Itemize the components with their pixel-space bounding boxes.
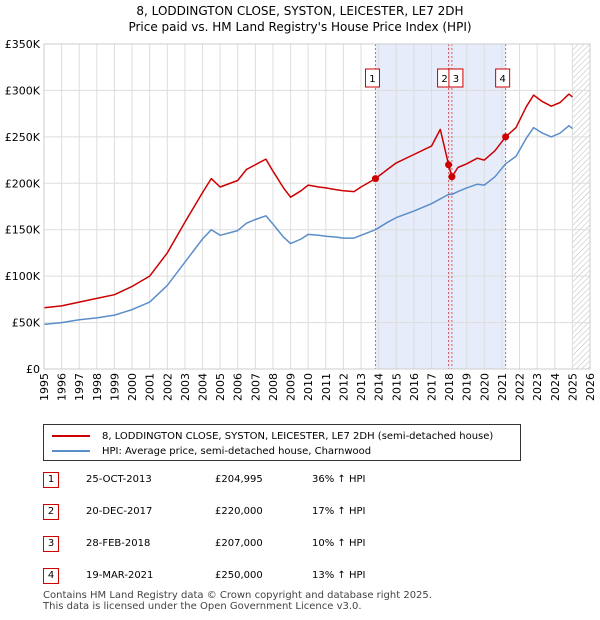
sale-price: £220,000 [215, 506, 263, 517]
x-tick-label: 2024 [549, 373, 562, 401]
sale-label-number: 3 [453, 74, 459, 85]
x-tick-label: 1997 [73, 373, 86, 401]
footer-line-copyright: Contains HM Land Registry data © Crown c… [43, 590, 432, 601]
hpi-line [43, 124, 573, 326]
plot-area [44, 44, 590, 369]
sale-number-badge: 1 [43, 472, 59, 488]
y-tick-label: £250K [5, 131, 41, 144]
sale-row: 1 25-OCT-2013 £204,995 36% ↑ HPI [43, 472, 563, 488]
sale-date: 20-DEC-2017 [86, 506, 153, 517]
sale-point [448, 173, 456, 181]
x-tick-label: 1999 [108, 373, 121, 401]
chart-subtitle: Price paid vs. HM Land Registry's House … [128, 20, 471, 34]
sale-label-number: 4 [499, 74, 505, 85]
x-tick-label: 2000 [126, 373, 139, 401]
price-chart: 8, LODDINGTON CLOSE, SYSTON, LEICESTER, … [5, 4, 597, 401]
sale-date: 28-FEB-2018 [86, 538, 151, 549]
sale-row: 2 20-DEC-2017 £220,000 17% ↑ HPI [43, 504, 563, 520]
sale-date: 25-OCT-2013 [86, 474, 152, 485]
x-tick-label: 2011 [320, 373, 333, 401]
legend-item-property: 8, LODDINGTON CLOSE, SYSTON, LEICESTER, … [52, 429, 493, 443]
axis-layer: £0 £50K £100K £150K £200K £250K £300K £350K 1995… [5, 38, 597, 401]
x-tick-label: 2010 [302, 373, 315, 401]
chart-title: 8, LODDINGTON CLOSE, SYSTON, LEICESTER, … [136, 4, 463, 18]
sale-label-number: 1 [369, 74, 375, 85]
x-tick-label: 2006 [232, 373, 245, 401]
y-tick-label: £200K [5, 177, 41, 190]
forecast-hatch [572, 44, 590, 369]
x-tick-label: 2014 [373, 373, 386, 401]
sale-hpi-change: 13% ↑ HPI [312, 570, 366, 581]
y-tick-label: £150K [5, 224, 41, 237]
y-tick-label: £50K [12, 317, 41, 330]
ownership-shade [375, 44, 506, 369]
x-tick-label: 1996 [56, 373, 69, 401]
sale-hpi-change: 17% ↑ HPI [312, 506, 366, 517]
sale-number-badge: 2 [43, 504, 59, 520]
x-tick-label: 2018 [443, 373, 456, 401]
legend: 8, LODDINGTON CLOSE, SYSTON, LEICESTER, … [43, 424, 521, 461]
sale-price: £207,000 [215, 538, 263, 549]
legend-line-hpi [52, 450, 90, 452]
x-tick-label: 2022 [514, 373, 527, 401]
sale-hpi-change: 10% ↑ HPI [312, 538, 366, 549]
x-tick-label: 2013 [355, 373, 368, 401]
x-tick-label: 2012 [337, 373, 350, 401]
sale-number-badge: 4 [43, 568, 59, 584]
sale-label-box [448, 68, 464, 88]
x-tick-label: 2002 [161, 373, 174, 401]
sale-row: 4 19-MAR-2021 £250,000 13% ↑ HPI [43, 568, 563, 584]
sale-label-number: 2 [441, 74, 447, 85]
y-tick-label: £350K [5, 38, 41, 51]
x-tick-label: 2008 [267, 373, 280, 401]
y-tick-label: £0 [26, 363, 40, 376]
x-tick-label: 2005 [214, 373, 227, 401]
sale-price: £204,995 [215, 474, 263, 485]
plot-frame [43, 43, 591, 370]
x-tick-label: 1998 [91, 373, 104, 401]
x-tick-label: 2016 [408, 373, 421, 401]
x-tick-label: 2026 [584, 373, 597, 401]
x-tick-label: 2001 [144, 373, 157, 401]
footer-attribution: Contains HM Land Registry data © Crown c… [43, 590, 432, 612]
legend-item-hpi: HPI: Average price, semi-detached house,… [52, 444, 371, 458]
legend-label-property: 8, LODDINGTON CLOSE, SYSTON, LEICESTER, … [102, 430, 494, 442]
sale-date: 19-MAR-2021 [86, 570, 154, 581]
sale-point [445, 161, 453, 169]
x-tick-label: 2019 [461, 373, 474, 401]
x-tick-label: 2017 [425, 373, 438, 401]
x-tick-label: 2021 [496, 373, 509, 401]
sale-label-box [495, 68, 511, 88]
shade-layer [44, 44, 590, 369]
sale-label-box [364, 68, 380, 88]
x-tick-label: 1995 [38, 373, 51, 401]
x-tick-label: 2015 [390, 373, 403, 401]
legend-label-hpi: HPI: Average price, semi-detached house,… [102, 445, 372, 457]
sale-number-badge: 3 [43, 536, 59, 552]
sale-point [502, 133, 510, 141]
sale-row: 3 28-FEB-2018 £207,000 10% ↑ HPI [43, 536, 563, 552]
grid-layer [43, 43, 591, 370]
x-tick-label: 2003 [179, 373, 192, 401]
sale-hpi-change: 36% ↑ HPI [312, 474, 366, 485]
x-tick-label: 2009 [285, 373, 298, 401]
sale-price: £250,000 [215, 570, 263, 581]
y-tick-label: £300K [5, 84, 41, 97]
x-tick-label: 2020 [478, 373, 491, 401]
footer-line-licence: This data is licensed under the Open Gov… [43, 601, 362, 612]
y-tick-label: £100K [5, 270, 41, 283]
sale-point [371, 175, 379, 183]
x-tick-label: 2007 [249, 373, 262, 401]
legend-line-property [52, 435, 90, 437]
x-tick-label: 2025 [566, 373, 579, 401]
x-tick-label: 2023 [531, 373, 544, 401]
x-tick-label: 2004 [197, 373, 210, 401]
